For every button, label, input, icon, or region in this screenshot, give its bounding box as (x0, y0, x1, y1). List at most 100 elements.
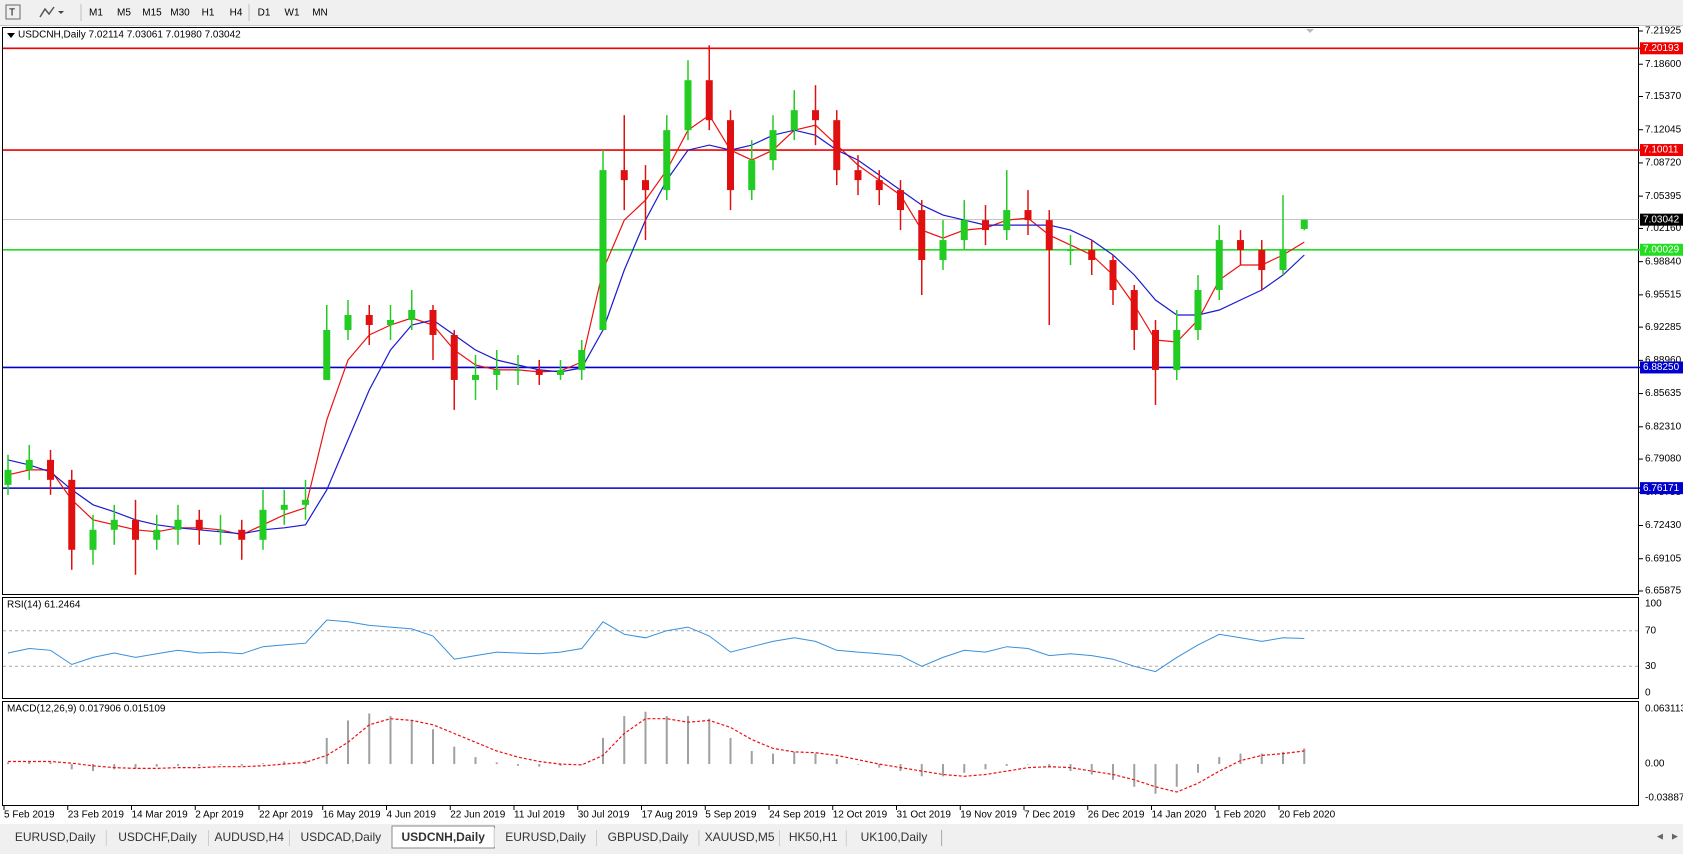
candle-body (1279, 250, 1287, 271)
dropdown-arrow (58, 11, 64, 14)
timeframe-button[interactable]: M5 (117, 8, 131, 19)
tab[interactable] (494, 828, 597, 847)
timeframe-button[interactable]: M30 (170, 8, 190, 19)
candle-body (599, 170, 607, 330)
macd-bar (1303, 748, 1306, 765)
candle-body (387, 319, 394, 325)
level-tag (1640, 243, 1683, 256)
macd-bar (687, 716, 689, 765)
timeframe-button[interactable]: M1 (89, 8, 103, 19)
tab[interactable] (780, 828, 847, 847)
tab-scroll-left[interactable]: ◄ (1655, 832, 1665, 843)
chart-title: USDCNH,Daily 7.02114 7.03061 7.01980 7.0… (18, 30, 241, 41)
macd-bar (474, 757, 477, 765)
candle-body (1152, 329, 1159, 370)
timeframe-button[interactable]: H1 (202, 8, 215, 19)
timeframe-button[interactable]: MN (312, 8, 328, 19)
indicator-title: RSI(14) 61.2464 (7, 600, 81, 611)
candle-body (812, 110, 819, 121)
y-tick-label: 100 (1645, 599, 1662, 610)
candle-body (1130, 290, 1138, 330)
tab-label[interactable]: XAUUSD,M5 (705, 830, 775, 844)
candle-body (1088, 250, 1096, 261)
macd-bar (623, 716, 626, 765)
x-tick-label: 24 Sep 2019 (769, 810, 826, 821)
macd-bar (1239, 753, 1242, 765)
tab-label[interactable]: EURUSD,Daily (15, 830, 96, 844)
y-tick-label: 7.18600 (1645, 59, 1682, 70)
tab-label[interactable]: GBPUSD,Daily (608, 830, 689, 844)
rsi-line (7, 619, 1305, 673)
candle-body (1300, 219, 1308, 229)
candle-body (620, 170, 628, 181)
y-tick-label: 6.69105 (1645, 553, 1682, 564)
tab-label[interactable]: AUDUSD,H4 (215, 830, 285, 844)
candle-body (897, 190, 904, 211)
tab-label[interactable]: USDCNH,Daily (402, 830, 486, 844)
macd-bar (1005, 764, 1008, 766)
candle-body (769, 130, 777, 161)
level-tag (1640, 42, 1683, 55)
moving-average (7, 114, 1305, 536)
indicator-title: MACD(12,26,9) 0.017906 0.015109 (7, 704, 166, 715)
candle-body (1237, 240, 1244, 251)
tab-label[interactable]: USDCHF,Daily (118, 830, 197, 844)
macd-bar (495, 762, 498, 765)
x-tick-label: 5 Sep 2019 (705, 810, 757, 821)
candle-body (238, 529, 246, 540)
macd-bar (1260, 753, 1263, 765)
x-tick-label: 31 Oct 2019 (897, 810, 952, 821)
tab-label[interactable]: EURUSD,Daily (505, 830, 586, 844)
tab-label[interactable]: USDCAD,Daily (300, 830, 381, 844)
macd-bar (984, 764, 987, 770)
timeframe-button[interactable]: H4 (230, 8, 243, 19)
macd-bar (729, 737, 732, 765)
macd-bar (70, 764, 73, 770)
macd-bar (942, 764, 944, 777)
macd-bar (1048, 764, 1051, 768)
tab[interactable] (208, 828, 290, 847)
candle-body (1215, 240, 1223, 291)
tab-label[interactable]: UK100,Daily (861, 830, 928, 844)
tab-scroll-right[interactable]: ► (1670, 832, 1680, 843)
candle-body (153, 529, 161, 540)
timeframe-button[interactable]: W1 (285, 8, 300, 19)
level-tag (1640, 482, 1683, 495)
tab[interactable] (596, 828, 700, 847)
tab[interactable] (699, 828, 780, 847)
tab-label[interactable]: HK50,H1 (789, 830, 838, 844)
x-tick-label: 1 Feb 2020 (1215, 810, 1266, 821)
x-tick-label: 22 Jun 2019 (450, 810, 505, 821)
macd-bar (432, 729, 434, 765)
level-tag-label: 6.88250 (1643, 362, 1680, 373)
timeframe-button[interactable]: D1 (258, 8, 271, 19)
timeframe-button[interactable]: M15 (142, 8, 162, 19)
tool-icon[interactable] (5, 4, 21, 20)
macd-bar (1133, 764, 1136, 787)
tab[interactable] (289, 828, 392, 847)
candle-body (1067, 250, 1074, 252)
macd-bar (1027, 764, 1029, 765)
x-tick-label: 26 Dec 2019 (1088, 810, 1145, 821)
macd-bar (835, 758, 838, 765)
candle-body (960, 220, 968, 241)
shift-marker (1306, 29, 1314, 33)
candle-body (302, 499, 309, 505)
macd-bar (644, 711, 647, 765)
tool-icon[interactable] (39, 6, 55, 18)
macd-bar (1282, 751, 1284, 765)
tab[interactable] (846, 828, 942, 847)
rsi-panel (2, 597, 1639, 699)
tab[interactable] (106, 828, 209, 847)
candle-body (1258, 250, 1266, 271)
y-tick-label: 6.82310 (1645, 421, 1682, 432)
collapse-arrow (7, 33, 15, 38)
candle-body (684, 80, 692, 131)
candle-body (259, 509, 267, 540)
y-tick-label: 7.12045 (1645, 124, 1682, 135)
macd-bar (177, 764, 179, 766)
tab[interactable] (4, 828, 107, 847)
y-tick-label: 6.65875 (1645, 586, 1682, 597)
x-tick-label: 20 Feb 2020 (1279, 810, 1336, 821)
